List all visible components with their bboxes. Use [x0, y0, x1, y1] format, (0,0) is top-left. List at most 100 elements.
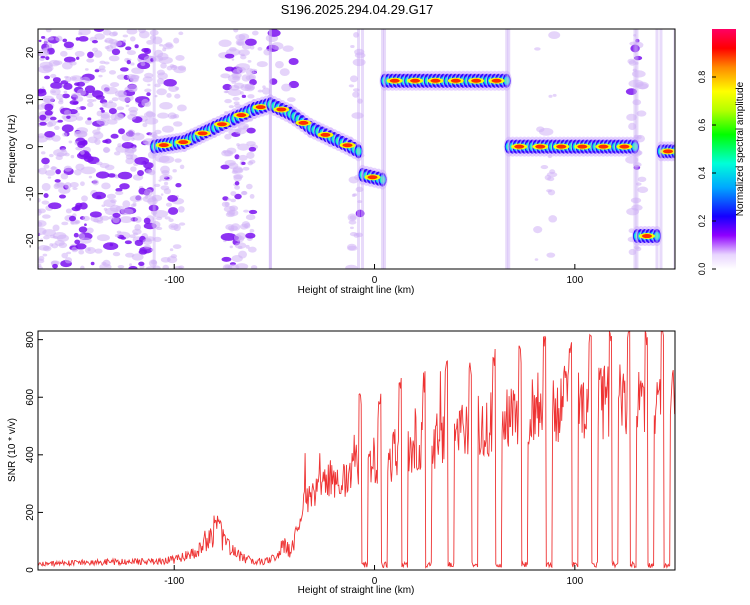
ridge-streak — [635, 29, 638, 269]
noise-speckle — [118, 172, 132, 180]
noise-speckle — [246, 184, 253, 190]
noise-speckle — [102, 140, 108, 143]
noise-speckle — [64, 110, 71, 115]
ridge-blob — [368, 175, 378, 179]
noise-speckle — [64, 91, 68, 94]
noise-speckle — [177, 105, 187, 112]
noise-speckle — [107, 194, 116, 199]
noise-speckle — [139, 249, 148, 254]
noise-speckle — [232, 58, 235, 60]
noise-speckle — [41, 56, 46, 59]
noise-speckle — [221, 257, 231, 262]
noise-speckle — [119, 216, 133, 223]
noise-speckle — [73, 101, 79, 104]
noise-speckle — [253, 71, 256, 73]
noise-speckle — [49, 154, 54, 157]
noise-speckle — [238, 155, 247, 161]
noise-speckle — [166, 203, 172, 207]
noise-speckle — [101, 112, 110, 119]
noise-speckle — [168, 223, 178, 230]
noise-speckle — [233, 97, 240, 101]
noise-speckle — [234, 234, 242, 241]
y-tick-label: 200 — [25, 504, 36, 521]
noise-speckle — [66, 209, 72, 214]
y-tick-label: 0 — [25, 143, 36, 149]
noise-speckle — [42, 86, 45, 89]
noise-speckle — [637, 187, 648, 193]
ridge-blob — [619, 145, 629, 149]
noise-speckle — [42, 214, 51, 218]
noise-speckle — [102, 260, 110, 267]
noise-speckle — [38, 168, 47, 175]
noise-speckle — [78, 32, 82, 35]
ridge-streak — [357, 29, 360, 269]
noise-speckle — [144, 245, 151, 249]
noise-speckle — [257, 61, 268, 67]
snr-panel: -100 0 100 0 200 400 600 800 Height of straigh… — [7, 331, 675, 596]
noise-speckle — [114, 41, 122, 46]
noise-speckle — [48, 120, 56, 127]
x-tick-label: -100 — [164, 275, 184, 286]
noise-speckle — [117, 106, 125, 110]
noise-speckle — [235, 242, 247, 249]
noise-speckle — [62, 124, 74, 132]
noise-speckle — [64, 166, 72, 172]
noise-speckle — [115, 234, 120, 237]
noise-speckle — [348, 213, 357, 221]
noise-speckle — [237, 42, 243, 45]
noise-speckle — [62, 62, 73, 70]
noise-speckle — [160, 63, 167, 69]
ridge-blob — [320, 133, 330, 137]
noise-speckle — [350, 45, 355, 48]
noise-speckle — [104, 40, 107, 42]
noise-speckle — [74, 233, 79, 238]
noise-speckle — [66, 116, 71, 119]
noise-speckle — [241, 162, 245, 165]
noise-speckle — [86, 58, 94, 62]
noise-speckle — [227, 210, 238, 217]
noise-speckle — [112, 213, 120, 218]
noise-speckle — [69, 140, 73, 143]
noise-speckle — [75, 243, 86, 249]
noise-speckle — [125, 253, 134, 258]
noise-speckle — [225, 202, 230, 207]
noise-speckle — [79, 233, 85, 239]
noise-speckle — [100, 107, 104, 110]
noise-speckle — [250, 229, 255, 233]
noise-speckle — [114, 118, 117, 120]
noise-speckle — [546, 253, 555, 258]
y-tick-label: 800 — [25, 331, 36, 348]
noise-speckle — [129, 263, 132, 266]
noise-speckle — [39, 40, 42, 42]
noise-speckle — [233, 69, 241, 76]
noise-speckle — [131, 204, 137, 207]
noise-speckle — [131, 148, 136, 151]
noise-speckle — [140, 62, 145, 66]
noise-speckle — [241, 191, 248, 195]
colorbar-tick-label: 0.8 — [697, 71, 707, 84]
noise-speckle — [237, 144, 249, 151]
noise-speckle — [81, 195, 88, 201]
noise-speckle — [62, 133, 67, 137]
noise-speckle — [103, 242, 118, 250]
y-tick-label: 20 — [25, 47, 36, 59]
noise-speckle — [94, 50, 103, 57]
noise-speckle — [72, 77, 77, 81]
ridge-blob — [410, 79, 420, 83]
noise-speckle — [121, 208, 134, 215]
noise-speckle — [39, 122, 46, 126]
noise-speckle — [282, 45, 293, 51]
noise-speckle — [55, 179, 61, 183]
noise-speckle — [157, 70, 165, 76]
noise-speckle — [100, 216, 110, 221]
noise-speckle — [534, 47, 541, 50]
noise-speckle — [247, 94, 254, 98]
noise-speckle — [246, 152, 254, 159]
noise-speckle — [142, 123, 147, 128]
noise-speckle — [44, 104, 53, 111]
noise-speckle — [71, 155, 75, 159]
noise-speckle — [160, 185, 169, 190]
noise-speckle — [92, 40, 98, 43]
ridge-blob — [514, 145, 524, 149]
